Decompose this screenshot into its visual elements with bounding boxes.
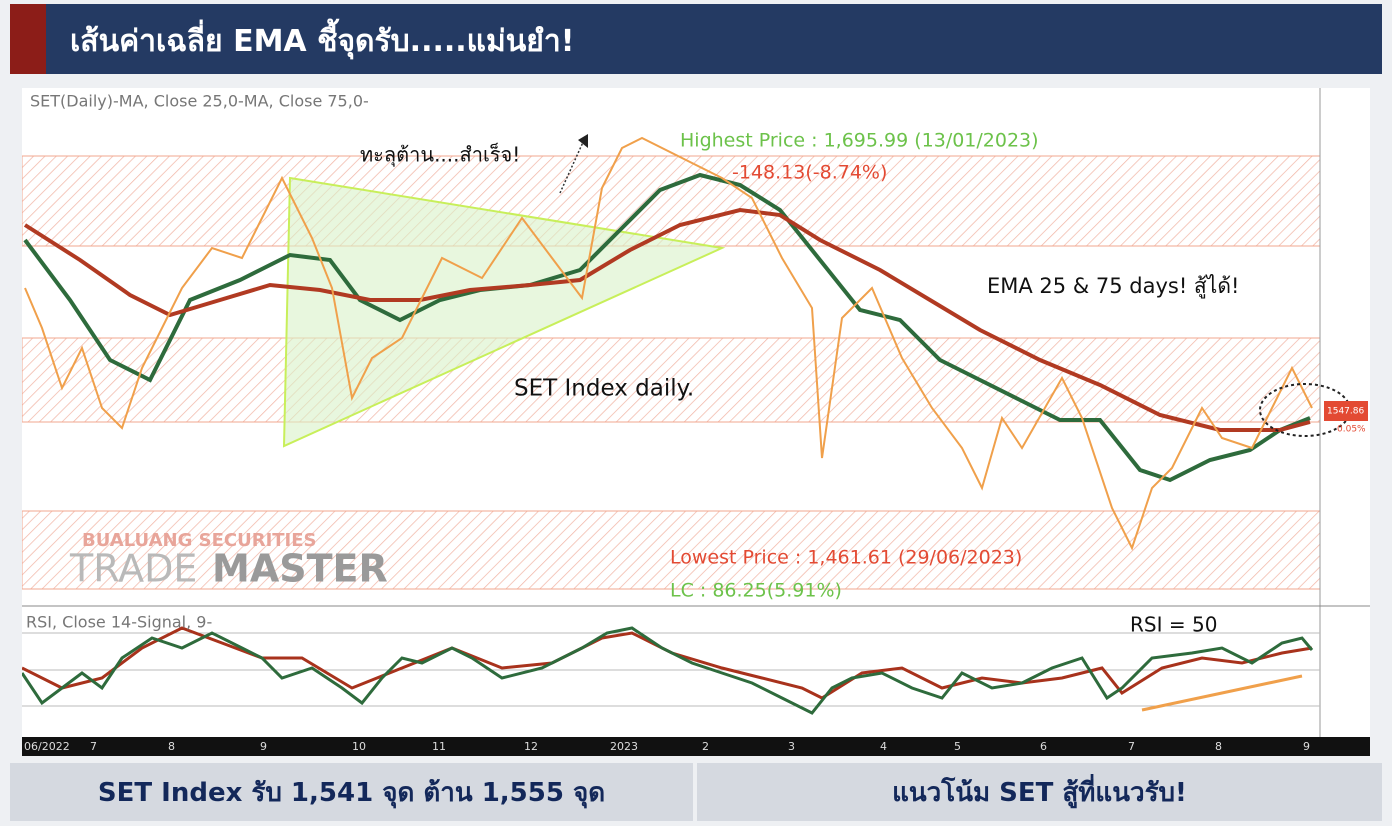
x-tick-label: 9: [1303, 740, 1310, 753]
watermark: MASTER: [212, 547, 388, 591]
annotation: Highest Price : 1,695.99 (13/01/2023): [680, 130, 1039, 152]
arrow: [559, 139, 585, 194]
annotation: LC : 86.25(5.91%): [670, 580, 842, 602]
x-tick-label: 2: [702, 740, 709, 753]
rsi-trendline: [1141, 674, 1303, 712]
annotation: RSI = 50: [1130, 613, 1217, 637]
x-tick-label: 6: [1040, 740, 1047, 753]
price-line: [24, 136, 1313, 551]
change-label: 0.05%: [1337, 425, 1366, 435]
footer-left: SET Index รับ 1,541 จุด ต้าน 1,555 จุด: [10, 763, 693, 821]
annotation: SET Index daily.: [514, 376, 694, 402]
x-tick-label: 8: [168, 740, 175, 753]
title: เส้นค่าเฉลี่ย EMA ชี้จุดรับ.....แม่นยำ!: [70, 24, 575, 59]
header-accent: [10, 4, 46, 74]
x-tick-label: 11: [432, 740, 446, 753]
annotation: Lowest Price : 1,461.61 (29/06/2023): [670, 547, 1022, 569]
x-tick-label: 9: [260, 740, 267, 753]
watermark: BUALUANG SECURITIES: [82, 530, 317, 551]
rsi-signal: [22, 626, 1313, 700]
x-tick-label: 5: [954, 740, 961, 753]
x-tick-label: 3: [788, 740, 795, 753]
triangle: [282, 176, 726, 448]
x-axis-band: [22, 737, 1370, 756]
ema-75: [23, 207, 1311, 432]
annotation: EMA 25 & 75 days! สู้ได้!: [987, 274, 1239, 299]
x-tick-label: 10: [352, 740, 366, 753]
footer-right: แนวโน้ม SET สู้ที่แนวรับ!: [697, 763, 1382, 821]
x-tick-label: 8: [1215, 740, 1222, 753]
x-tick-label: 7: [1128, 740, 1135, 753]
support-zone: [22, 337, 1321, 423]
resistance-zone: [22, 155, 1321, 247]
chart: SET(Daily)-MA, Close 25,0-MA, Close 75,0…: [22, 88, 1370, 756]
rsi-legend: RSI, Close 14-Signal, 9-: [26, 613, 212, 632]
x-tick-label: 2023: [610, 740, 638, 753]
x-tick-label: 12: [524, 740, 538, 753]
x-tick-label: 06/2022: [24, 740, 70, 753]
ema-25: [23, 172, 1311, 483]
x-axis: 06/2022 7 8 9 10 11 12 2023 2 3 4 5 6 7 8 9: [24, 740, 1310, 753]
legend: SET(Daily)-MA, Close 25,0-MA, Close 75,0…: [30, 92, 369, 111]
annotation: -148.13(-8.74%): [732, 162, 887, 184]
x-tick-label: 4: [880, 740, 887, 753]
annotation: ทะลุต้าน....สำเร็จ!: [360, 142, 520, 168]
header: เส้นค่าเฉลี่ย EMA ชี้จุดรับ.....แม่นยำ!: [10, 4, 1382, 74]
watermark: TRADE: [69, 547, 197, 591]
price-tag: [1324, 401, 1368, 421]
rsi-line: [22, 626, 1314, 715]
arrow-head: [578, 134, 588, 148]
price-tag-label: 1547.86: [1327, 407, 1364, 417]
x-tick-label: 7: [90, 740, 97, 753]
